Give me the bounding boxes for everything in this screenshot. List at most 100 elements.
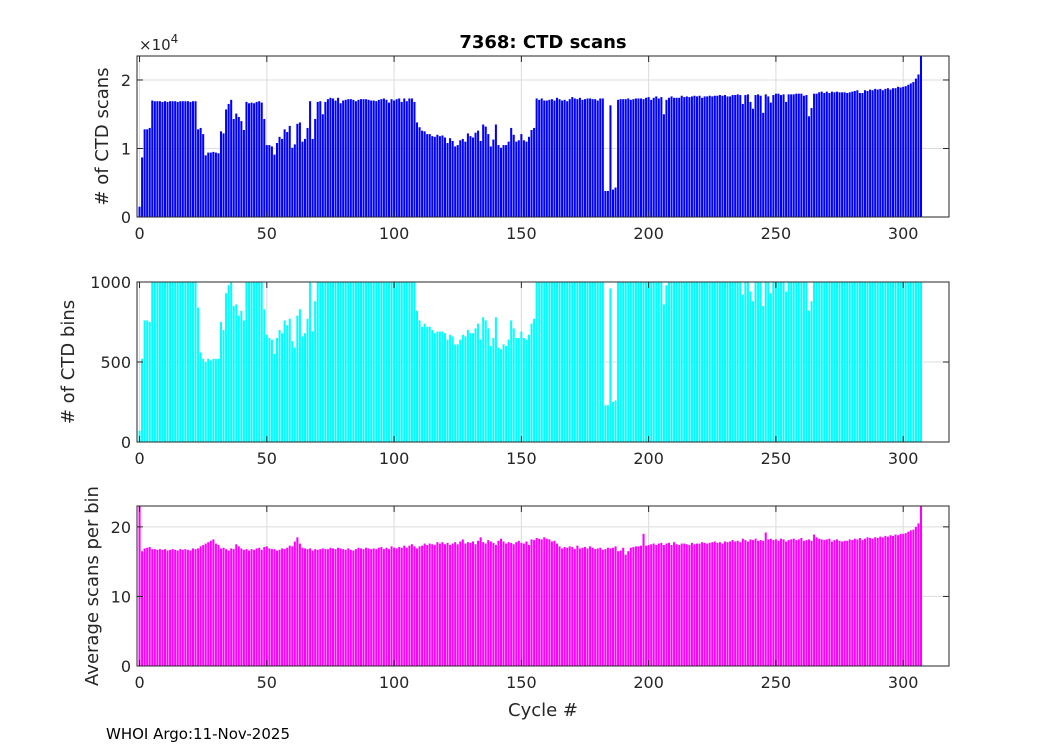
bar [212, 358, 215, 442]
bar [757, 94, 760, 217]
bar [619, 282, 622, 442]
bar [729, 541, 732, 666]
x-tick-label: 200 [633, 673, 664, 692]
bar [433, 333, 436, 442]
bar [736, 540, 739, 666]
bar [820, 539, 823, 666]
bar [158, 282, 161, 442]
bar [494, 317, 497, 442]
bar [632, 99, 635, 217]
bar [512, 544, 515, 666]
bar [387, 282, 391, 442]
bar [790, 94, 793, 217]
bar [698, 543, 701, 666]
bar [764, 532, 767, 666]
bar [433, 544, 436, 666]
bar [423, 323, 426, 442]
bar [309, 548, 312, 666]
bar [611, 189, 615, 217]
bar [197, 548, 200, 666]
bar [367, 548, 370, 666]
bar [678, 282, 681, 442]
bar [520, 331, 523, 442]
bar [818, 92, 821, 217]
bar [734, 95, 737, 217]
bar [706, 96, 709, 217]
bar [225, 293, 228, 442]
bar [329, 97, 332, 217]
bar [767, 282, 770, 442]
bar [576, 99, 579, 217]
bar [805, 95, 808, 217]
bar [751, 108, 755, 217]
bar [881, 90, 884, 217]
bar [848, 539, 851, 666]
bar [512, 328, 515, 442]
bar [642, 533, 645, 666]
bar [349, 99, 352, 217]
bar [326, 99, 329, 217]
bar [866, 282, 869, 442]
bar [726, 96, 729, 217]
bar [645, 545, 648, 666]
bar [161, 101, 164, 217]
bar [566, 101, 569, 217]
bar [449, 334, 452, 442]
bar [492, 542, 495, 666]
bar [357, 99, 360, 217]
bar [421, 326, 424, 442]
bar [451, 336, 454, 442]
bar [869, 89, 872, 217]
bar [227, 550, 230, 666]
bar [413, 101, 416, 217]
bar [197, 307, 200, 442]
bar [438, 543, 441, 666]
bar [474, 132, 477, 217]
y-tick-label: 2 [121, 71, 131, 90]
bar [403, 545, 406, 666]
bar [701, 282, 704, 442]
bar [405, 101, 408, 217]
bar [283, 129, 286, 217]
bar [586, 98, 589, 217]
bar [179, 282, 182, 442]
bar [474, 328, 477, 442]
bar [298, 122, 301, 217]
bar [492, 338, 495, 442]
bar [874, 88, 877, 218]
bar [316, 101, 319, 217]
bar [151, 549, 154, 666]
bar [869, 538, 872, 666]
bar [219, 548, 223, 666]
bar [339, 282, 342, 442]
bar [678, 544, 681, 666]
bar [655, 96, 658, 217]
bar [652, 282, 655, 442]
bar [907, 531, 910, 666]
bar [306, 318, 309, 442]
bar [431, 544, 434, 666]
axes-box-3 [136, 505, 950, 667]
bar [685, 544, 688, 666]
bar [886, 88, 889, 217]
bar [779, 95, 783, 217]
bar [400, 101, 403, 217]
bar [151, 100, 154, 217]
bar [141, 358, 144, 442]
bar [268, 145, 271, 217]
bar [253, 549, 256, 666]
bar [510, 127, 513, 217]
bar [194, 549, 197, 666]
bar [823, 92, 826, 217]
bar [352, 282, 355, 442]
bar [461, 539, 464, 666]
bar [545, 100, 548, 217]
bar [772, 282, 775, 442]
bar [741, 294, 744, 442]
bar [443, 333, 447, 442]
bar [902, 86, 905, 217]
bar [797, 539, 800, 666]
bar [464, 543, 467, 666]
bar [469, 333, 472, 442]
bar [146, 129, 149, 217]
